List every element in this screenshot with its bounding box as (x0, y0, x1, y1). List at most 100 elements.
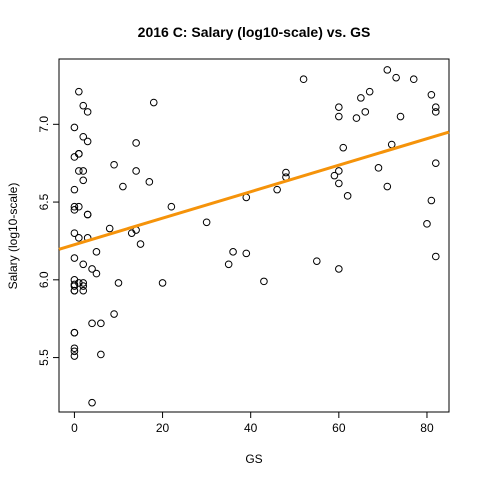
x-tick-label: 20 (156, 421, 170, 435)
data-point (70, 254, 79, 262)
data-point (273, 185, 281, 194)
x-axis: 0 20 40 60 80 (71, 412, 434, 435)
data-point (75, 87, 83, 96)
data-point (167, 202, 176, 211)
data-point (83, 210, 92, 219)
data-point (92, 269, 101, 278)
data-point (70, 344, 79, 353)
x-tick-label: 80 (420, 421, 434, 435)
data-point (97, 319, 105, 328)
data-point (132, 167, 140, 175)
data-point (79, 167, 88, 175)
data-point (312, 257, 321, 265)
data-point (79, 132, 88, 141)
data-point (392, 73, 400, 82)
data-point (97, 350, 105, 359)
data-point (431, 159, 440, 167)
data-point (335, 112, 343, 121)
y-tick-label: 6.0 (37, 271, 51, 288)
data-point (105, 224, 114, 233)
data-point (427, 196, 436, 205)
data-point (427, 90, 436, 99)
data-point (361, 108, 370, 116)
fit-line-layer (58, 130, 450, 251)
data-point (383, 66, 392, 74)
data-point (335, 179, 343, 188)
data-point (335, 103, 343, 112)
y-tick-label: 7.0 (37, 116, 51, 133)
data-points (70, 66, 440, 407)
data-point (79, 282, 88, 290)
data-point (149, 98, 158, 107)
data-point (299, 75, 308, 84)
data-point (330, 171, 339, 180)
data-point (145, 178, 154, 186)
data-point (224, 260, 233, 269)
data-point (343, 192, 352, 200)
data-point (79, 279, 88, 287)
data-point (79, 176, 88, 185)
data-point (110, 310, 118, 318)
data-point (70, 347, 79, 356)
data-point (83, 108, 92, 116)
data-point (110, 160, 118, 169)
data-point (88, 398, 96, 407)
data-point (339, 143, 348, 152)
data-point (92, 248, 101, 256)
fit-line (58, 130, 450, 251)
data-point (352, 114, 361, 122)
data-point (423, 220, 431, 228)
data-point (79, 286, 88, 295)
data-point (242, 249, 251, 258)
y-tick-label: 5.5 (37, 349, 51, 366)
data-point (282, 168, 290, 177)
y-axis: 5.5 6.0 6.5 7.0 (37, 116, 59, 366)
data-point (70, 229, 79, 237)
data-point (79, 260, 88, 269)
x-tick-label: 40 (244, 421, 258, 435)
data-point (75, 150, 83, 158)
data-point (70, 286, 79, 295)
y-tick-label: 6.5 (37, 193, 51, 210)
data-point (431, 252, 440, 261)
data-point (431, 103, 440, 112)
data-point (79, 101, 88, 110)
data-point (202, 218, 211, 227)
x-axis-label: GS (245, 452, 262, 466)
data-point (335, 167, 343, 175)
data-point (88, 319, 96, 328)
y-axis-label: Salary (log10-scale) (6, 183, 20, 290)
data-point (158, 279, 167, 287)
data-point (383, 182, 392, 191)
data-point (75, 234, 83, 242)
x-tick-label: 0 (71, 421, 78, 435)
data-point (431, 108, 440, 116)
data-point (75, 202, 83, 211)
plot-frame (58, 58, 450, 413)
chart-title: 2016 C: Salary (log10-scale) vs. GS (138, 24, 371, 40)
x-tick-label: 60 (332, 421, 346, 435)
data-point (374, 164, 383, 172)
data-point (119, 182, 127, 191)
data-point (70, 185, 79, 194)
data-point (114, 279, 123, 287)
data-point (70, 123, 79, 132)
data-point (335, 265, 343, 273)
data-point (136, 240, 145, 248)
data-point (229, 248, 237, 256)
data-point (83, 137, 92, 146)
data-point (70, 280, 79, 289)
data-point (396, 112, 405, 121)
data-point (88, 265, 96, 273)
data-point (70, 328, 79, 337)
data-point (75, 167, 83, 175)
data-point (365, 87, 374, 96)
data-point (260, 277, 268, 286)
data-point (132, 139, 140, 147)
data-point (409, 75, 418, 84)
data-point (70, 352, 79, 360)
data-point (70, 202, 79, 211)
data-point (357, 94, 365, 102)
